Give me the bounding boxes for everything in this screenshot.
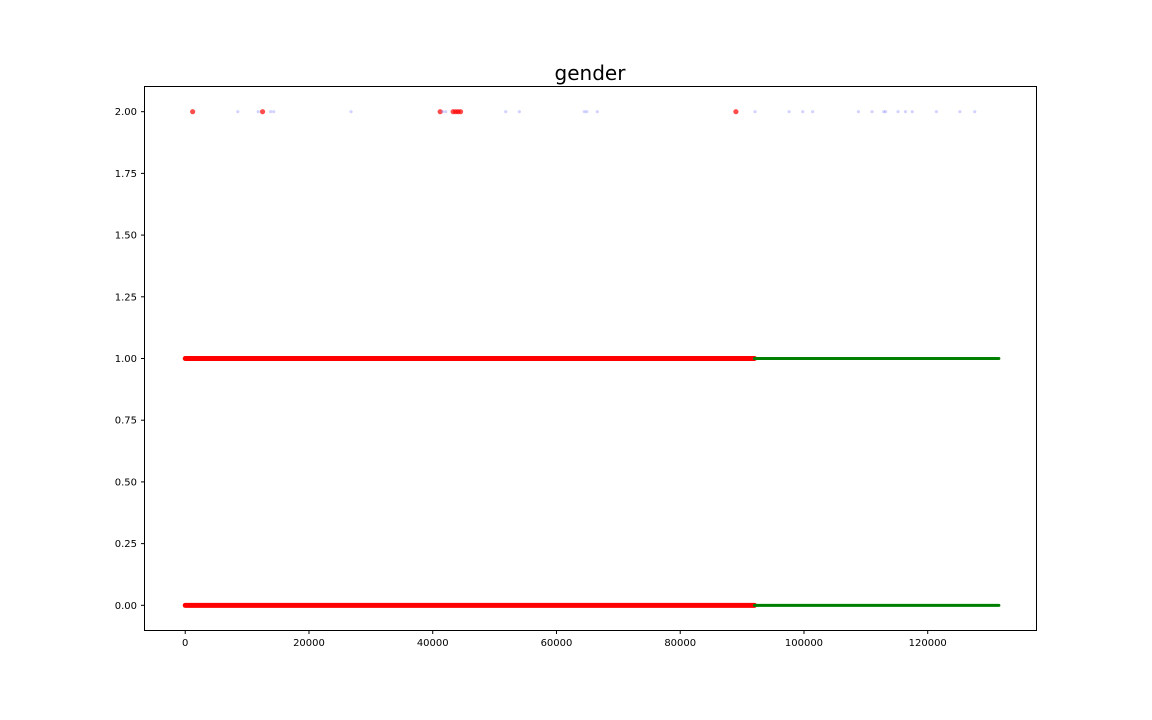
x-tick-label-2: 40000 [417, 638, 449, 649]
series-2-point-11 [595, 110, 599, 114]
series-2-point-12 [753, 110, 757, 114]
series-2-point-2 [269, 110, 273, 114]
series-2-point-3 [272, 110, 276, 114]
x-tick-label-5: 100000 [785, 638, 823, 649]
series-2-point-8 [517, 110, 521, 114]
y-tick-label-0: 0.00 [115, 601, 137, 612]
series-2-point-21 [903, 110, 908, 114]
series-2-point-25 [973, 110, 977, 114]
series-2-point-9 [582, 110, 586, 114]
series-2-point-17 [870, 110, 874, 114]
series-2-point-16 [856, 110, 861, 114]
series-0-point-1 [259, 109, 266, 115]
x-tick-label-1: 20000 [293, 638, 325, 649]
series-0-point-7 [733, 109, 739, 115]
series-2-point-18 [882, 110, 886, 114]
y-tick-label-6: 1.50 [115, 231, 137, 242]
x-tick-label-0: 0 [182, 638, 188, 649]
series-0-point-0 [190, 109, 196, 115]
series-2-point-14 [801, 110, 805, 114]
series-2-point-22 [910, 110, 914, 114]
x-tick-label-3: 60000 [541, 638, 573, 649]
x-axis: 0 20000 40000 60000 80000 100000 120000 [182, 630, 947, 649]
y-tick-label-3: 0.75 [115, 416, 137, 427]
series-2-point-5 [441, 110, 445, 114]
series-2-point-15 [811, 110, 815, 114]
plot-marks [182, 109, 1001, 608]
series-2-point-10 [585, 110, 589, 114]
series-2-point-7 [504, 110, 508, 114]
series-2-point-1 [256, 110, 260, 114]
chart-title: gender [555, 61, 627, 85]
y-tick-label-5: 1.25 [115, 292, 137, 303]
series-2-point-0 [236, 110, 240, 114]
series-2-point-19 [884, 110, 888, 114]
y-tick-label-7: 1.75 [115, 169, 137, 180]
y-tick-label-8: 2.00 [115, 107, 137, 118]
x-tick-label-4: 80000 [664, 638, 696, 649]
y-axis: 0.00 0.25 0.50 0.75 1.00 1.25 1.50 1.75 2.00 [115, 107, 145, 612]
series-2-point-4 [349, 110, 353, 114]
x-tick-label-6: 120000 [909, 638, 947, 649]
y-tick-label-4: 1.00 [115, 354, 137, 365]
series-2-point-6 [444, 110, 448, 114]
series-2-point-23 [934, 110, 938, 114]
series-2-point-13 [787, 110, 791, 114]
series-0-point-2 [437, 109, 443, 115]
series-2-point-24 [958, 110, 962, 114]
series-0-point-6 [457, 109, 464, 115]
series-2-point-20 [896, 110, 900, 114]
y-tick-label-1: 0.25 [115, 539, 137, 550]
y-tick-label-2: 0.50 [115, 477, 137, 488]
